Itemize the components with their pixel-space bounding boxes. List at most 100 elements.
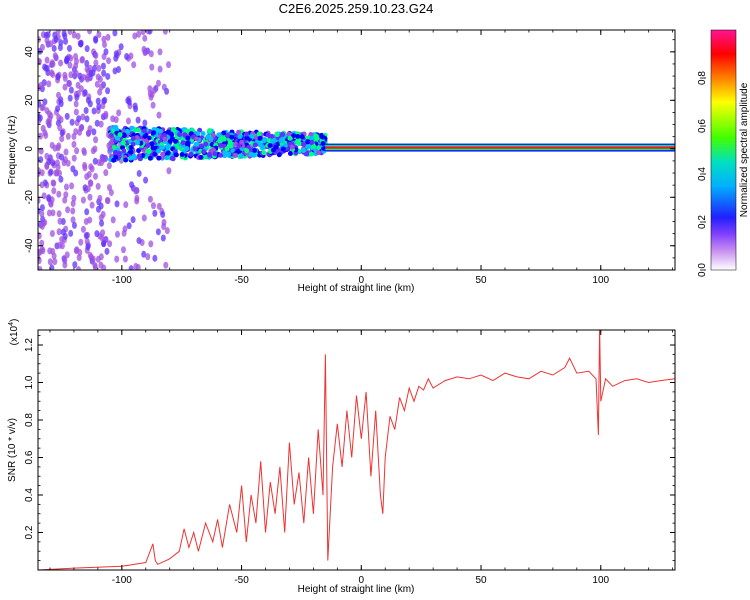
heatmap-cell (301, 141, 307, 147)
colorbar-gradient (710, 29, 737, 271)
heatmap-cell (46, 195, 52, 203)
heatmap-cell (309, 139, 315, 145)
heatmap-cell (38, 156, 44, 164)
snr-xtick-label: 0 (359, 575, 365, 586)
heatmap-cell (267, 142, 273, 148)
heatmap-cell (287, 135, 293, 141)
snr-frame (37, 329, 676, 571)
heatmap-cell (218, 142, 224, 148)
heatmap-cell (149, 63, 155, 71)
heatmap-cell (84, 59, 90, 67)
spectrogram-heatmap (38, 30, 675, 270)
heatmap-cell (94, 119, 100, 127)
heatmap-cell (78, 124, 84, 132)
heatmap-cell (51, 252, 57, 260)
heatmap-cell (193, 141, 199, 147)
heatmap-cell (68, 71, 74, 79)
heatmap-cell (59, 153, 65, 161)
heatmap-cell (289, 144, 295, 150)
heatmap-cell (238, 153, 244, 159)
snr-x-label: Height of straight line (km) (298, 584, 415, 595)
heatmap-cell (308, 131, 314, 137)
heatmap-cell (98, 261, 104, 269)
heatmap-cell (105, 72, 111, 80)
heatmap-cell (112, 30, 118, 37)
heatmap-cell (221, 130, 227, 136)
heatmap-cell (101, 240, 107, 248)
heatmap-cell (184, 145, 190, 151)
heatmap-cell (300, 147, 306, 153)
heatmap-cell (136, 153, 142, 159)
heatmap-cell (81, 148, 87, 156)
heatmap-cell (99, 219, 105, 227)
heatmap-cell (142, 34, 148, 42)
heatmap-cell (107, 146, 113, 152)
heatmap-cell (162, 136, 168, 142)
heatmap-cell (56, 210, 62, 218)
heatmap-cell (38, 132, 43, 140)
heatmap-cell (166, 61, 172, 69)
heatmap-cell (87, 216, 93, 224)
heatmap-cell (41, 192, 47, 200)
heatmap-cell (80, 196, 86, 204)
snr-xtick-label: 100 (592, 575, 609, 586)
heatmap-cell (60, 228, 66, 236)
heatmap-cell (76, 115, 82, 123)
heatmap-cell (67, 61, 73, 69)
heatmap-cell (120, 246, 126, 254)
heatmap-cell (123, 157, 129, 163)
heatmap-cell (150, 145, 156, 151)
heatmap-cell (50, 209, 56, 217)
heatmap-cell (91, 128, 97, 136)
heatmap-cell (116, 109, 122, 117)
snr-ytick-label: 0.6 (24, 450, 35, 464)
heatmap-cell (155, 79, 161, 87)
heatmap-cell (57, 217, 63, 225)
heatmap-cell (216, 132, 222, 138)
heatmap-cell (236, 129, 242, 135)
heatmap-cell (152, 209, 158, 217)
heatmap-cell (50, 179, 56, 187)
heatmap-cell (59, 129, 65, 137)
heatmap-cell (93, 136, 99, 144)
heatmap-cell (164, 87, 170, 95)
heatmap-cell (252, 142, 258, 148)
heatmap-cell (208, 136, 214, 142)
heatmap-cell (107, 184, 113, 192)
heatmap-cell (71, 194, 77, 202)
heatmap-cell (51, 187, 57, 195)
heatmap-cell (49, 264, 55, 270)
heatmap-cell (70, 207, 76, 215)
heatmap-cell (102, 41, 108, 49)
heatmap-cell (62, 32, 68, 40)
heatmap-cell (236, 143, 242, 149)
heatmap-cell (89, 165, 95, 173)
heatmap-cell (101, 69, 107, 77)
heatmap-cell (121, 133, 127, 139)
heatmap-cell (133, 105, 139, 113)
heatmap-cell (274, 132, 280, 138)
heatmap-cell (309, 135, 315, 141)
heatmap-cell (160, 151, 166, 157)
heatmap-cell (133, 187, 139, 195)
heatmap-cell (65, 132, 71, 140)
colorbar-tick-label: 0.2 (697, 215, 708, 229)
heatmap-cell (103, 48, 109, 56)
heatmap-cell (261, 138, 267, 144)
snr-multiplier-exponent: 4 (8, 322, 15, 326)
heatmap-cell (73, 69, 79, 77)
heatmap-cell (75, 32, 81, 40)
heatmap-cell (225, 133, 231, 139)
heatmap-cell (113, 50, 119, 58)
heatmap-cell (86, 129, 92, 137)
heatmap-cell (261, 150, 267, 156)
heatmap-cell (63, 148, 69, 156)
spectrogram-xtick-label: 0 (359, 275, 365, 286)
heatmap-cell (151, 130, 157, 136)
heatmap-cell (135, 116, 141, 124)
heatmap-cell (83, 232, 89, 240)
heatmap-cell (224, 146, 230, 152)
heatmap-cell (169, 132, 175, 138)
snr-xtick-label: -50 (234, 575, 249, 586)
heatmap-cell (161, 223, 167, 231)
